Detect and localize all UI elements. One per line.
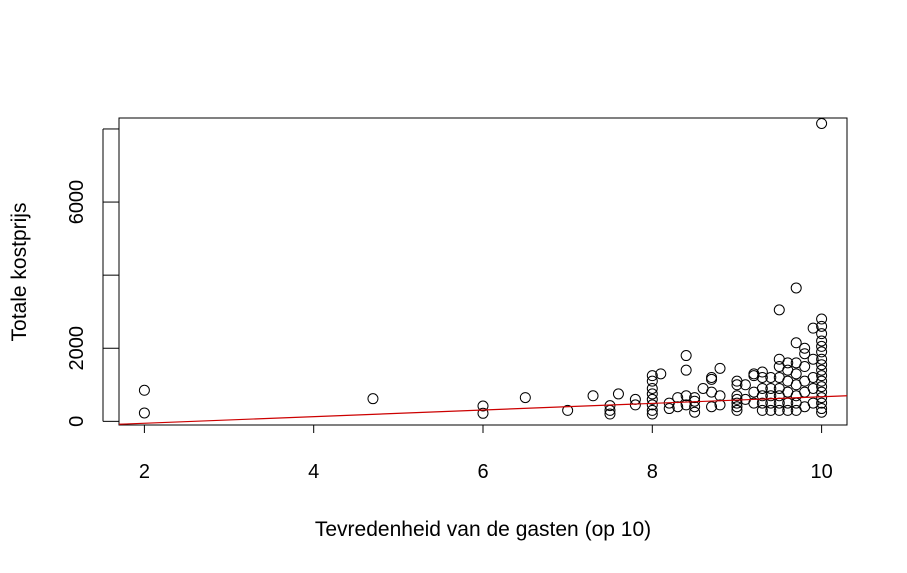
data-point [646, 370, 658, 382]
data-point [629, 399, 641, 411]
data-point [765, 397, 777, 409]
data-point [816, 346, 828, 358]
data-point [739, 379, 751, 391]
data-point [663, 403, 675, 415]
data-point [799, 348, 811, 360]
data-point [706, 401, 718, 413]
data-point [756, 366, 768, 378]
y-axis: 0 2000 6000 [66, 128, 119, 427]
data-point [748, 397, 760, 409]
data-point [680, 350, 692, 362]
data-point [477, 407, 489, 419]
data-point [816, 375, 828, 387]
data-point [773, 304, 785, 316]
data-point [756, 382, 768, 394]
x-tick-label: 8 [647, 461, 658, 483]
trend-line [118, 395, 848, 425]
data-point [782, 357, 794, 369]
data-point [680, 364, 692, 376]
data-point [655, 368, 667, 380]
data-point [816, 353, 828, 365]
y-axis-label: Totale kostprijs [8, 203, 31, 342]
data-point [816, 403, 828, 415]
data-point [706, 373, 718, 385]
data-point [646, 382, 658, 394]
data-point [765, 404, 777, 416]
data-point [646, 388, 658, 400]
x-axis-label: Tevredenheid van de gasten (op 10) [315, 518, 651, 541]
x-tick-label: 2 [139, 461, 150, 483]
data-point [731, 404, 743, 416]
data-point [816, 320, 828, 332]
data-point [816, 335, 828, 347]
data-point [816, 406, 828, 418]
data-point [138, 407, 150, 419]
x-tick-label: 10 [810, 461, 832, 483]
data-point [790, 337, 802, 349]
data-point [807, 322, 819, 334]
data-point [756, 390, 768, 402]
data-point [646, 375, 658, 387]
data-point [646, 399, 658, 411]
data-point [604, 408, 616, 420]
data-point [612, 388, 624, 400]
data-point [680, 390, 692, 402]
data-point [790, 282, 802, 294]
data-point [646, 404, 658, 416]
data-point [816, 328, 828, 340]
data-point [646, 393, 658, 405]
data-point [816, 313, 828, 325]
x-tick-label: 6 [477, 461, 488, 483]
data-point [816, 340, 828, 352]
data-point [816, 381, 828, 393]
data-point [765, 382, 777, 394]
data-point [782, 404, 794, 416]
data-point [756, 404, 768, 416]
x-axis: 2 4 6 8 10 [139, 424, 833, 483]
y-tick-label: 0 [66, 416, 88, 427]
data-point [587, 390, 599, 402]
x-tick-label: 4 [308, 461, 319, 483]
y-tick-label: 6000 [66, 180, 88, 225]
data-point [799, 342, 811, 354]
data-point [731, 401, 743, 413]
data-point [765, 371, 777, 383]
points-layer [138, 117, 828, 420]
data-point [816, 370, 828, 382]
data-point [138, 384, 150, 396]
data-point [519, 392, 531, 404]
data-point [765, 390, 777, 402]
data-point [714, 390, 726, 402]
data-point [799, 361, 811, 373]
data-point [689, 392, 701, 404]
data-point [714, 399, 726, 411]
data-point [562, 404, 574, 416]
data-point [816, 117, 828, 129]
trend-line-layer [118, 395, 848, 425]
data-point [367, 393, 379, 405]
data-point [773, 404, 785, 416]
data-point [731, 379, 743, 391]
y-tick-label: 2000 [66, 326, 88, 371]
data-point [756, 371, 768, 383]
data-point [672, 401, 684, 413]
data-point [756, 397, 768, 409]
plot-frame [118, 117, 848, 426]
data-point [477, 400, 489, 412]
data-point [790, 368, 802, 380]
data-point [807, 353, 819, 365]
data-point [816, 364, 828, 376]
data-point [689, 406, 701, 418]
data-point [646, 408, 658, 420]
data-point [816, 392, 828, 404]
data-point [816, 359, 828, 371]
data-point [714, 362, 726, 374]
data-point [816, 397, 828, 409]
data-point [807, 397, 819, 409]
